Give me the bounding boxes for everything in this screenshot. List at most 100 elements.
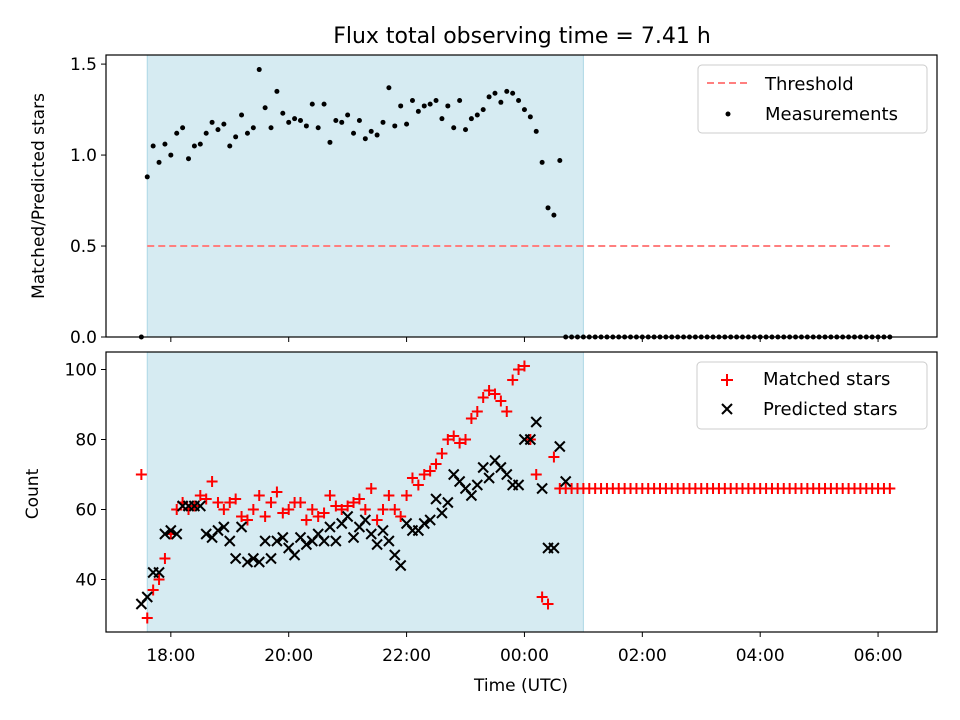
predicted-star-point: [265, 552, 277, 565]
predicted-star-point: [253, 556, 265, 568]
counts-y-label: Count: [23, 468, 43, 519]
ratio-x-ticks: [170, 337, 879, 342]
predicted-star-point: [359, 514, 372, 526]
measurement-point: [150, 143, 156, 149]
measurement-point: [221, 121, 227, 127]
matched-star-point: [471, 406, 483, 417]
matched-star-point: [330, 500, 342, 512]
matched-star-point: [418, 469, 430, 480]
matched-star-point: [454, 437, 466, 449]
matched-star-point: [406, 472, 418, 484]
matched-star-point: [412, 479, 424, 491]
matched-star-point: [401, 490, 413, 501]
measurement-point: [297, 117, 303, 123]
measurement-point: [174, 130, 180, 136]
measurement-point: [309, 101, 315, 107]
measurement-point: [539, 159, 545, 165]
matched-star-point: [371, 514, 383, 526]
matched-star-point: [383, 490, 395, 501]
matched-star-point: [265, 497, 277, 508]
measurement-point: [327, 139, 333, 145]
legend-measurements-swatch: [725, 111, 731, 117]
predicted-star-point: [436, 507, 448, 519]
measurement-point: [162, 141, 168, 147]
legend-matched-label: Matched stars: [763, 369, 890, 390]
measurement-point: [545, 205, 551, 211]
matched-star-point: [442, 434, 454, 445]
measurement-point: [368, 128, 374, 134]
measurement-point: [468, 116, 474, 122]
x-tick-label: 06:00: [854, 646, 903, 666]
matched-star-point: [336, 504, 348, 515]
matched-star-point: [430, 458, 442, 470]
measurement-point: [516, 97, 522, 103]
measurement-point: [380, 119, 386, 125]
predicted-star-point: [383, 535, 395, 547]
predicted-star-point: [277, 531, 289, 544]
measurement-point: [239, 112, 245, 118]
measurement-point: [504, 88, 510, 94]
measurement-point: [233, 134, 239, 140]
measurement-point: [510, 90, 516, 96]
y-tick-label: 1.0: [70, 146, 97, 166]
predicted-star-point: [465, 489, 478, 502]
predicted-star-point: [165, 524, 177, 537]
measurement-point: [480, 107, 486, 113]
measurement-point: [345, 112, 351, 118]
matched-star-point: [283, 504, 295, 515]
matched-star-point: [212, 497, 224, 508]
matched-star-point: [489, 388, 501, 400]
predicted-star-point: [229, 552, 242, 565]
matched-star-point: [206, 476, 218, 487]
counts-legend-box: [696, 361, 928, 430]
predicted-star-point: [536, 482, 548, 495]
x-tick-label: 04:00: [736, 646, 785, 666]
measurement-point: [521, 107, 527, 113]
predicted-star-point: [241, 556, 254, 568]
measurement-point: [351, 130, 357, 136]
counts-x-ticks: 18:00 20:00 22:00 00:00 02:00 04:00 06:00: [146, 632, 903, 666]
measurement-point: [356, 117, 362, 123]
matched-star-point: [465, 413, 477, 424]
predicted-star-point: [377, 524, 389, 537]
measurement-point: [392, 123, 398, 129]
matched-star-point: [448, 430, 460, 442]
matched-star-point: [318, 507, 330, 519]
predicted-star-point: [235, 521, 248, 533]
measurement-point: [280, 110, 286, 116]
measurement-point: [339, 119, 345, 125]
x-tick-label: 18:00: [146, 646, 195, 666]
x-tick-label: 02:00: [618, 646, 667, 666]
matched-star-point: [194, 490, 206, 501]
matched-star-point: [306, 504, 318, 515]
measurement-point: [457, 97, 463, 103]
matched-star-point: [359, 504, 371, 515]
matched-star-point: [507, 374, 519, 386]
measurement-point: [180, 125, 186, 131]
matched-star-point: [477, 392, 489, 403]
y-tick-label: 0.5: [70, 237, 97, 257]
y-tick-label: 60: [75, 501, 97, 521]
measurement-point: [315, 125, 321, 131]
matched-star-point: [153, 574, 165, 585]
measurement-points: [138, 67, 893, 340]
predicted-star-point: [389, 549, 401, 561]
measurement-point: [333, 117, 339, 123]
matched-star-point: [483, 385, 495, 396]
predicted-star-point: [371, 538, 383, 551]
y-tick-label: 1.5: [70, 55, 97, 75]
predicted-star-point: [341, 510, 354, 523]
measurement-point: [374, 132, 380, 138]
predicted-star-point: [153, 566, 165, 579]
matched-star-point: [294, 497, 306, 508]
measurement-point: [244, 130, 250, 136]
predicted-star-point: [200, 528, 212, 540]
predicted-star-point: [512, 479, 525, 491]
matched-star-point: [312, 511, 324, 522]
matched-star-point: [495, 395, 507, 407]
matched-star-point: [259, 511, 271, 522]
measurement-point: [557, 158, 563, 164]
predicted-star-point: [288, 549, 301, 561]
predicted-star-point: [524, 433, 537, 446]
